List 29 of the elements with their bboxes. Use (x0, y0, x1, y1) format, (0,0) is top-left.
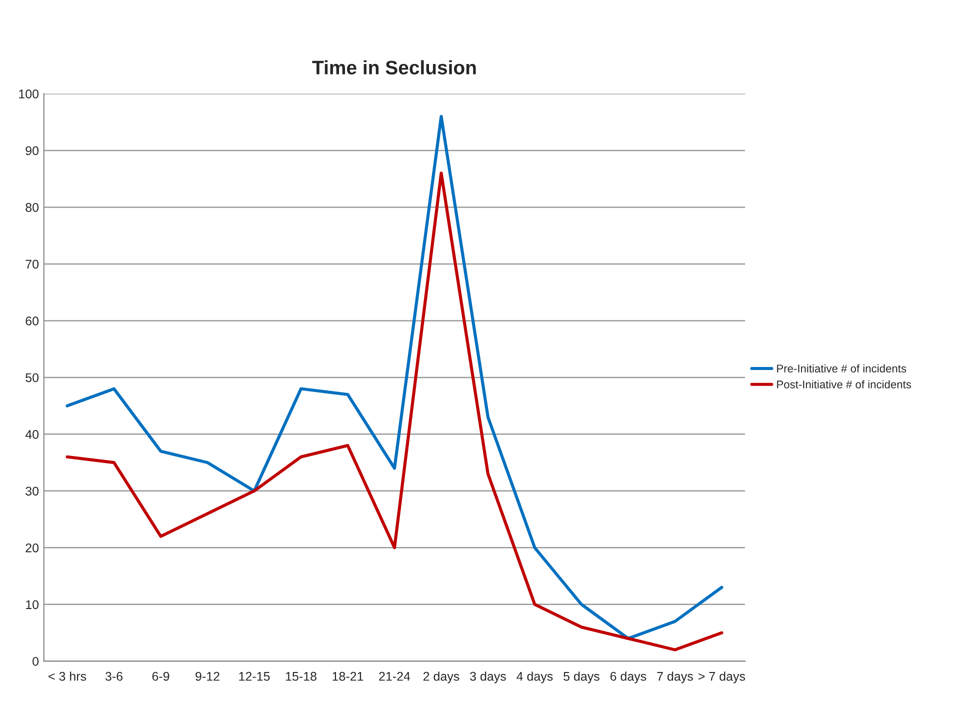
y-tick-label: 70 (26, 260, 39, 269)
chart-title: Time in Seclusion (312, 60, 476, 74)
y-tick-label: 80 (26, 203, 39, 212)
x-tick-label: < 3 hrs (48, 672, 86, 681)
x-tick-label: 21-24 (379, 672, 410, 681)
y-tick-label: 0 (32, 656, 39, 666)
x-tick-label: 12-15 (239, 672, 270, 681)
x-tick-label: 18-21 (332, 672, 364, 681)
legend-label: Post-Initiative # of incidents (777, 380, 912, 388)
x-tick-label: 15-18 (286, 672, 316, 681)
x-tick-label: 3-6 (105, 672, 122, 681)
y-tick-label: 60 (26, 316, 39, 326)
x-tick-label: 7 days (657, 672, 693, 684)
y-tick-label: 10 (26, 600, 39, 610)
y-tick-label: 20 (26, 543, 39, 552)
x-tick-label: > 7 days (698, 672, 746, 684)
legend-label: Pre-Initiative # of incidents (777, 364, 906, 372)
x-tick-label: 9-12 (196, 672, 220, 681)
y-tick-label: 50 (26, 373, 39, 382)
y-tick-label: 30 (26, 486, 39, 496)
x-tick-label: 6-9 (152, 672, 170, 681)
x-tick-label: 2 days (423, 672, 460, 684)
x-tick-label: 6 days (610, 672, 646, 684)
y-tick-label: 100 (19, 90, 39, 98)
x-tick-label: 5 days (564, 672, 600, 684)
x-tick-label: 3 days (470, 672, 506, 684)
y-tick-label: 40 (25, 430, 39, 439)
x-tick-label: 4 days (516, 672, 553, 684)
y-tick-label: 90 (26, 146, 39, 156)
